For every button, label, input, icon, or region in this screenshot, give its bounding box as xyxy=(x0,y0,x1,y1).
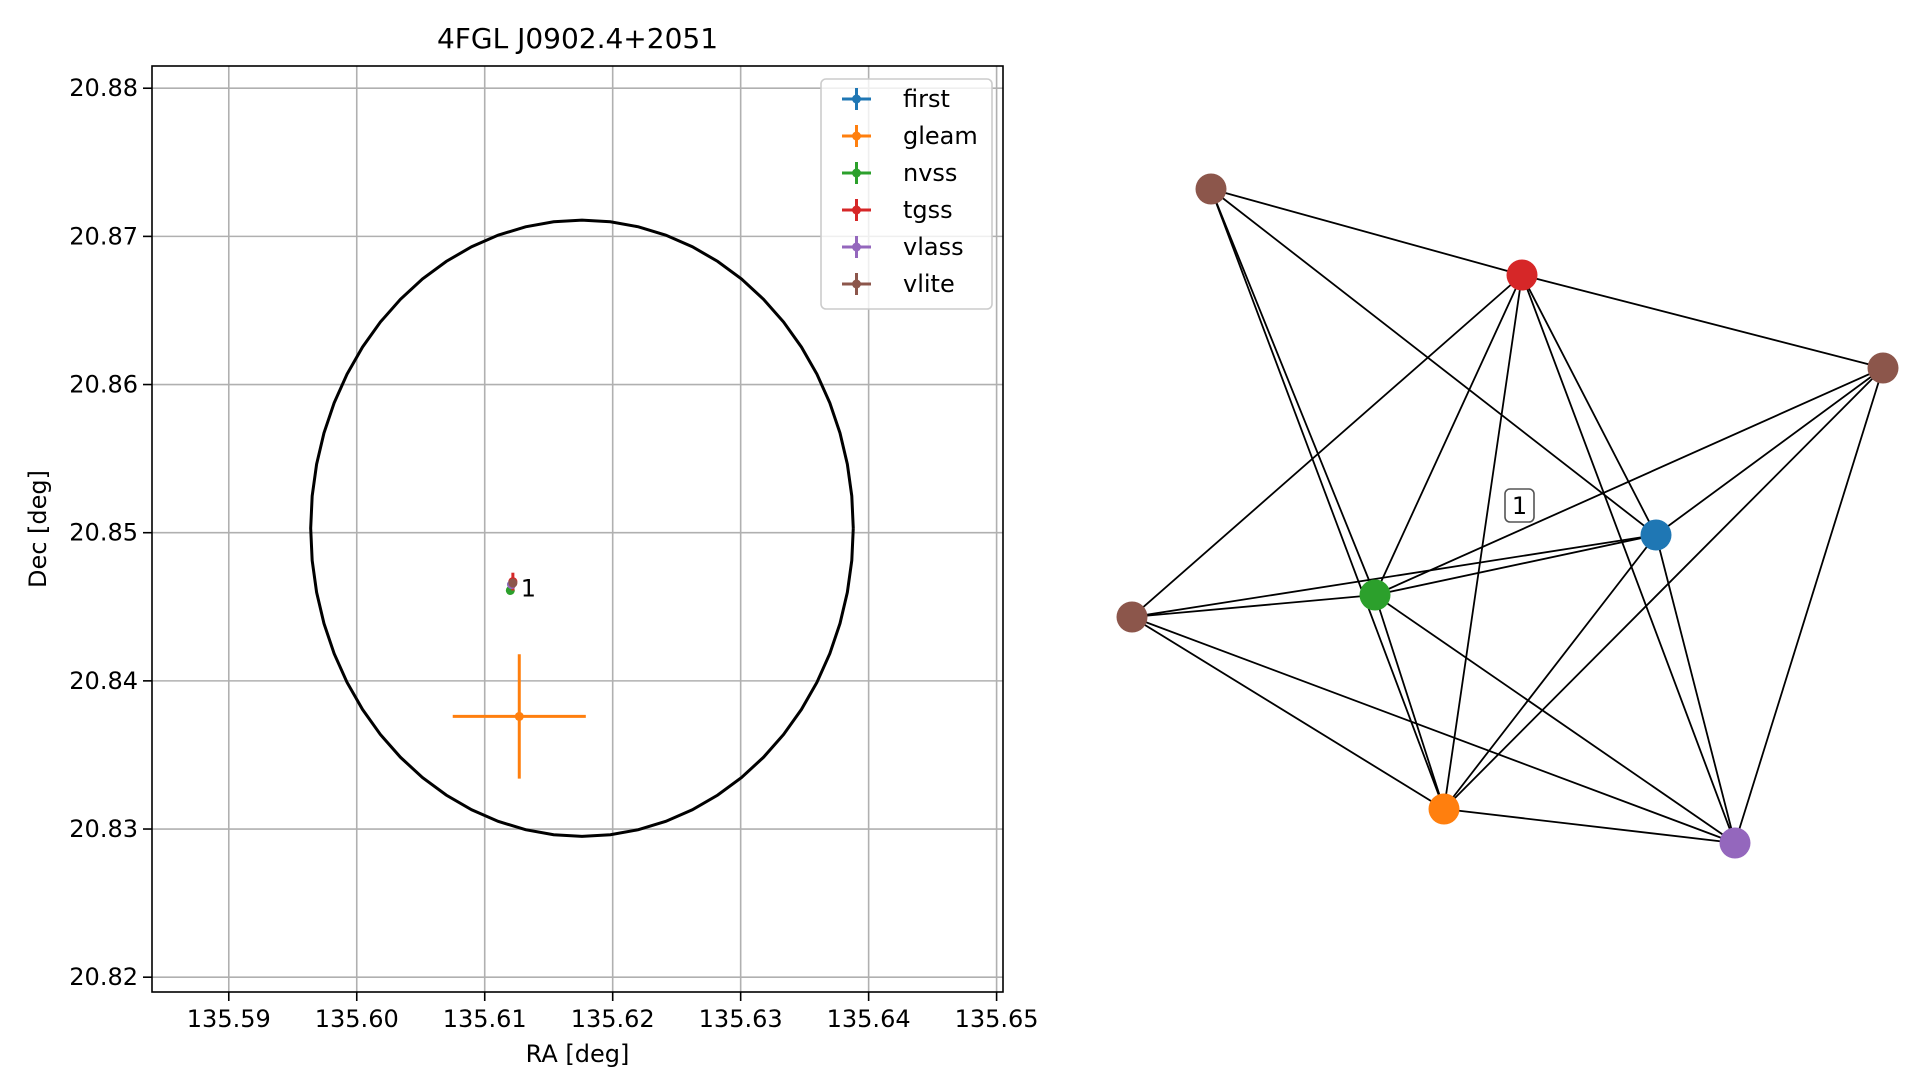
network-graph: 1 xyxy=(1116,173,1899,859)
x-tick-label: 135.64 xyxy=(827,1005,911,1033)
legend-marker xyxy=(852,168,861,178)
node-gleam xyxy=(1428,793,1460,825)
x-tick-label: 135.59 xyxy=(187,1005,271,1033)
node-tgss xyxy=(1506,259,1538,291)
sky-position-plot: 1 135.59 135.60 135.61 135.62 135.63 135.64 13… xyxy=(24,22,1039,1068)
marker-gleam xyxy=(452,654,586,779)
edge-first-vlass xyxy=(1655,534,1736,844)
ellipse-outline xyxy=(309,218,855,838)
y-tick-label: 20.82 xyxy=(69,963,138,991)
legend-entry-tgss: tgss xyxy=(842,196,953,224)
point-annotation: 1 xyxy=(521,575,536,603)
edge-tgss-gleam xyxy=(1443,274,1523,810)
edge-vlite_b-first xyxy=(1655,367,1884,536)
node-vlite_a xyxy=(1195,173,1227,205)
legend-marker xyxy=(852,94,861,104)
edge-tgss-vlite_c xyxy=(1131,274,1523,618)
y-ticks: 20.82 20.83 20.84 20.85 20.86 20.87 20.88 xyxy=(69,74,152,991)
legend-entry-gleam: gleam xyxy=(842,122,978,150)
edge-vlite_c-gleam xyxy=(1131,616,1445,810)
edge-tgss-first xyxy=(1521,274,1657,536)
edge-vlite_b-vlass xyxy=(1734,367,1884,844)
edge-vlite_a-gleam xyxy=(1210,188,1445,810)
y-axis-label: Dec [deg] xyxy=(24,470,52,588)
edge-first-gleam xyxy=(1443,534,1657,810)
network-label-box xyxy=(1504,488,1535,523)
network-edges xyxy=(1131,188,1884,844)
edge-nvss-vlass xyxy=(1374,594,1736,844)
edge-vlite_b-nvss xyxy=(1374,367,1884,596)
node-vlite_c xyxy=(1116,601,1148,633)
edge-tgss-nvss xyxy=(1374,274,1523,596)
y-tick-label: 20.84 xyxy=(69,667,138,695)
marker-vlite xyxy=(508,578,518,588)
x-tick-label: 135.63 xyxy=(699,1005,783,1033)
legend-label: vlass xyxy=(903,233,964,261)
edge-first-nvss xyxy=(1374,534,1657,596)
edge-tgss-vlass xyxy=(1521,274,1736,844)
y-tick-label: 20.88 xyxy=(69,74,138,102)
x-ticks: 135.59 135.60 135.61 135.62 135.63 135.64 135.… xyxy=(187,992,1039,1033)
edge-tgss-vlite_b xyxy=(1521,274,1884,369)
network-label-text: 1 xyxy=(1512,492,1527,520)
edge-nvss-vlite_c xyxy=(1131,594,1376,618)
y-tick-label: 20.86 xyxy=(69,371,138,399)
legend-label: first xyxy=(903,85,950,113)
x-tick-label: 135.60 xyxy=(315,1005,399,1033)
legend-label: gleam xyxy=(903,122,978,150)
legend-marker xyxy=(852,131,861,141)
edge-first-vlite_c xyxy=(1131,534,1657,618)
y-tick-label: 20.83 xyxy=(69,815,138,843)
node-vlite_b xyxy=(1867,352,1899,384)
legend-label: tgss xyxy=(903,196,953,224)
edge-vlite_a-nvss xyxy=(1210,188,1376,596)
network-label: 1 xyxy=(1504,488,1535,523)
legend-marker xyxy=(852,242,861,252)
legend-marker xyxy=(852,205,861,215)
edge-vlite_a-first xyxy=(1210,188,1657,536)
x-tick-label: 135.61 xyxy=(443,1005,527,1033)
y-tick-label: 20.87 xyxy=(69,222,138,250)
x-tick-label: 135.62 xyxy=(571,1005,655,1033)
legend-label: nvss xyxy=(903,159,957,187)
annotations: 1 xyxy=(521,575,536,603)
legend-label: vlite xyxy=(903,270,955,298)
legend: first gleam nvss tgss vlass vlite xyxy=(820,78,993,310)
edge-nvss-gleam xyxy=(1374,594,1445,810)
node-vlass xyxy=(1719,827,1751,859)
node-first xyxy=(1640,519,1672,551)
axes-frame xyxy=(151,65,1004,993)
legend-entry-first: first xyxy=(842,85,950,113)
legend-entry-vlass: vlass xyxy=(842,233,964,261)
edge-vlite_b-gleam xyxy=(1443,367,1884,810)
x-tick-label: 135.65 xyxy=(955,1005,1039,1033)
point xyxy=(508,578,518,588)
chart-title: 4FGL J0902.4+2051 xyxy=(437,22,718,55)
legend-entry-nvss: nvss xyxy=(842,159,957,187)
edge-gleam-vlass xyxy=(1443,808,1736,844)
node-nvss xyxy=(1359,579,1391,611)
point xyxy=(514,711,524,721)
legend-marker xyxy=(852,279,861,289)
x-axis-label: RA [deg] xyxy=(526,1040,630,1068)
legend-entry-vlite: vlite xyxy=(842,270,955,298)
y-tick-label: 20.85 xyxy=(69,519,138,547)
uncertainty-ellipse xyxy=(309,218,855,838)
edge-vlite_c-vlass xyxy=(1131,616,1736,844)
network-nodes xyxy=(1116,173,1899,859)
edge-vlite_a-tgss xyxy=(1210,188,1523,276)
series-markers xyxy=(452,572,586,779)
